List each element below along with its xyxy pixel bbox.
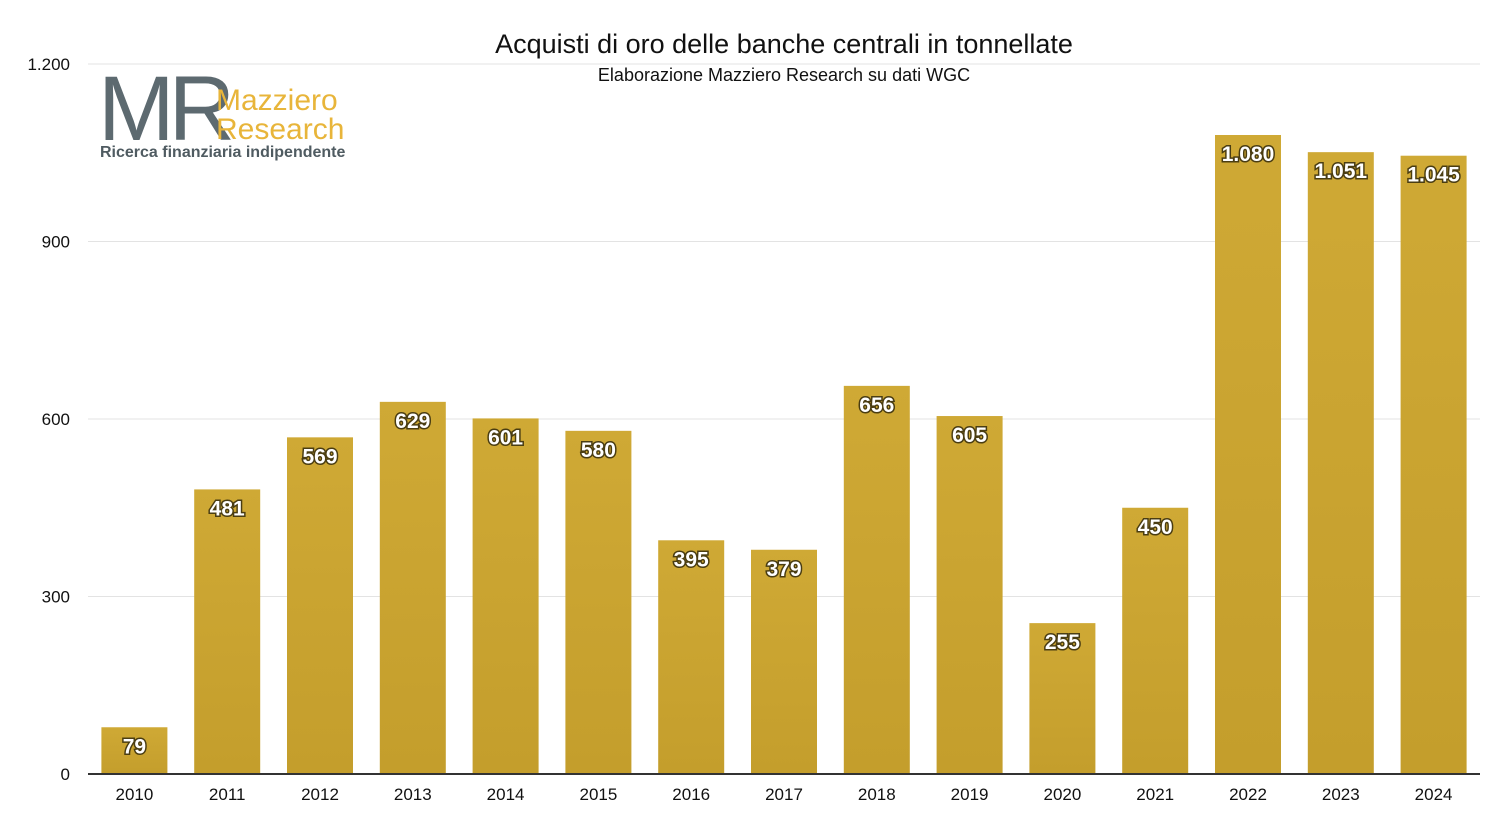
data-label-2020: 255 xyxy=(1045,631,1080,654)
data-label-2010: 79 xyxy=(123,735,146,758)
x-tick-label: 2019 xyxy=(951,785,989,804)
x-tick-label: 2010 xyxy=(115,785,153,804)
bar-2010 xyxy=(101,727,168,774)
bar-2020 xyxy=(1029,623,1096,774)
x-tick-label: 2012 xyxy=(301,785,339,804)
data-label-2017: 379 xyxy=(766,558,801,581)
data-label-2019: 605 xyxy=(952,424,987,447)
x-tick-label: 2011 xyxy=(209,785,246,804)
data-label-2021: 450 xyxy=(1138,516,1173,539)
x-tick-label: 2024 xyxy=(1415,785,1453,804)
data-label-2015: 580 xyxy=(581,439,616,462)
logo-word-1: Mazziero xyxy=(216,84,338,117)
bar-2014 xyxy=(472,418,539,774)
bar-2024 xyxy=(1400,155,1467,775)
data-labels: 79 481 569 629 601 580 395 379 656 605 255 450 1.080… xyxy=(121,142,1461,760)
bar-2018 xyxy=(843,385,910,774)
x-tick-label: 2013 xyxy=(394,785,432,804)
y-tick-label: 300 xyxy=(42,588,70,607)
x-tick-label: 2021 xyxy=(1136,785,1174,804)
data-label-2012: 569 xyxy=(302,445,337,468)
x-tick-label: 2014 xyxy=(487,785,525,804)
y-tick-label: 1.200 xyxy=(27,55,70,74)
bar-2021 xyxy=(1122,507,1189,774)
data-label-2013: 629 xyxy=(395,410,430,433)
data-label-2022: 1.080 xyxy=(1222,143,1275,166)
chart-title: Acquisti di oro delle banche centrali in… xyxy=(495,29,1073,59)
y-axis-ticks: 0 300 600 900 1.200 xyxy=(27,55,70,784)
logo-tagline: Ricerca finanziaria indipendente xyxy=(100,144,346,161)
bar-2023 xyxy=(1307,152,1374,775)
data-label-2023: 1.051 xyxy=(1315,160,1368,183)
logo-word-2: Research xyxy=(216,113,344,146)
y-tick-label: 600 xyxy=(42,410,70,429)
data-label-2018: 656 xyxy=(859,394,894,417)
bar-2022 xyxy=(1215,135,1281,774)
data-label-2024: 1.045 xyxy=(1407,164,1460,187)
bar-2013 xyxy=(379,401,446,774)
data-label-2011: 481 xyxy=(210,497,245,520)
logo-mark: MR xyxy=(98,58,232,160)
bar-2011 xyxy=(194,489,261,774)
x-tick-label: 2015 xyxy=(579,785,617,804)
x-tick-label: 2018 xyxy=(858,785,896,804)
brand-logo: MR Mazziero Research Ricerca finanziaria… xyxy=(98,58,346,161)
bar-2019 xyxy=(936,416,1003,774)
bar-2012 xyxy=(287,437,353,774)
bar-2015 xyxy=(565,430,632,774)
x-axis-ticks: 2010 2011 2012 2013 2014 2015 2016 2017 2018 2019… xyxy=(115,785,1452,804)
x-tick-label: 2023 xyxy=(1322,785,1360,804)
y-tick-label: 900 xyxy=(42,233,70,252)
bars xyxy=(101,135,1467,775)
y-tick-label: 0 xyxy=(61,765,70,784)
chart-subtitle: Elaborazione Mazziero Research su dati W… xyxy=(598,65,970,85)
x-tick-label: 2020 xyxy=(1043,785,1081,804)
data-label-2016: 395 xyxy=(674,548,709,571)
x-tick-label: 2016 xyxy=(672,785,710,804)
x-tick-label: 2017 xyxy=(765,785,803,804)
bar-2016 xyxy=(658,540,725,774)
bar-2017 xyxy=(751,549,817,774)
data-label-2014: 601 xyxy=(488,426,523,449)
x-tick-label: 2022 xyxy=(1229,785,1267,804)
